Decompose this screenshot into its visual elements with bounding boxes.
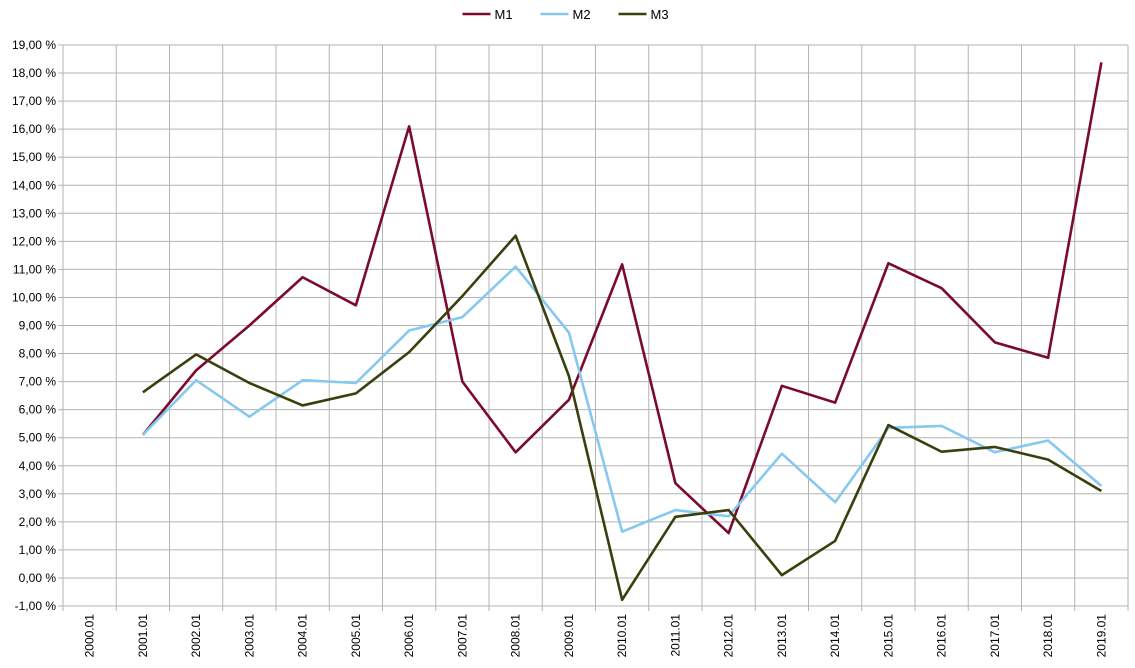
y-tick-label: 1,00 % (19, 543, 57, 557)
grid (62, 44, 1129, 607)
y-tick-label: 14,00 % (12, 178, 56, 192)
y-tick-label: 18,00 % (12, 66, 56, 80)
series-line-m1 (141, 62, 1103, 535)
y-tick-label: 13,00 % (12, 206, 56, 220)
x-tick-label: 2017.01 (988, 614, 1002, 658)
x-tick-label: 2008.01 (509, 614, 523, 658)
y-tick-label: 9,00 % (19, 319, 57, 333)
x-tick-label: 2016.01 (935, 614, 949, 658)
y-tick-label: -1,00 % (15, 599, 57, 613)
y-tick-label: 11,00 % (13, 262, 56, 276)
x-tick-label: 2010.01 (615, 614, 629, 658)
y-tick-label: 17,00 % (12, 94, 56, 108)
legend-label-m3: M3 (651, 7, 669, 22)
y-tick-label: 8,00 % (19, 347, 57, 361)
x-tick-label: 2002.01 (189, 614, 203, 658)
y-tick-label: 10,00 % (12, 290, 56, 304)
y-axis: -1,00 % 0,00 % 1,00 % 2,00 % 3,00 % 4,00 % 5,0… (12, 38, 63, 613)
x-tick-label: 2015.01 (881, 614, 895, 658)
series-line-m2 (141, 265, 1103, 533)
x-tick-label: 2018.01 (1041, 614, 1055, 658)
x-tick-label: 2001.01 (136, 614, 150, 658)
y-tick-label: 3,00 % (19, 487, 57, 501)
y-tick-label: 7,00 % (19, 375, 57, 389)
legend-label-m1: M1 (495, 7, 513, 22)
x-tick-label: 2006.01 (402, 614, 416, 658)
y-tick-label: 2,00 % (19, 515, 57, 529)
x-tick-label: 2007.01 (455, 614, 469, 658)
y-tick-label: 0,00 % (19, 571, 57, 585)
y-tick-label: 5,00 % (19, 431, 57, 445)
x-tick-label: 2005.01 (349, 614, 363, 658)
x-tick-label: 2011.01 (668, 614, 682, 657)
y-tick-label: 19,00 % (12, 38, 56, 52)
x-tick-label: 2003.01 (242, 614, 256, 658)
x-tick-label: 2009.01 (562, 614, 576, 658)
x-tick-label: 2013.01 (775, 614, 789, 658)
y-tick-label: 12,00 % (12, 234, 56, 248)
x-tick-label: 2012.01 (722, 614, 736, 658)
y-tick-label: 15,00 % (12, 150, 56, 164)
x-axis: 2000.01 2001.01 2002.01 2003.01 2004.01 2005.… (62, 606, 1129, 658)
series-line-m3 (142, 234, 1103, 602)
y-tick-label: 16,00 % (12, 122, 56, 136)
x-tick-label: 2019.01 (1094, 614, 1108, 658)
x-tick-label: 2000.01 (83, 614, 97, 658)
legend-label-m2: M2 (573, 7, 591, 22)
x-tick-label: 2014.01 (828, 614, 842, 658)
series-lines (141, 62, 1103, 602)
y-tick-label: 4,00 % (19, 459, 57, 473)
y-tick-label: 6,00 % (19, 403, 57, 417)
legend: M1 M2 M3 (462, 7, 669, 22)
x-tick-label: 2004.01 (296, 614, 310, 658)
